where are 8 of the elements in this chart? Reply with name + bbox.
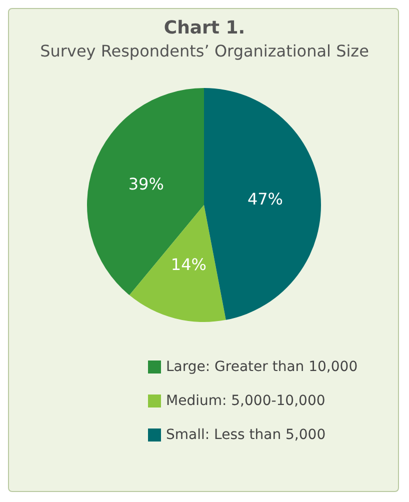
data-label: 47% (247, 190, 284, 209)
chart-title: Chart 1. (164, 18, 246, 38)
legend-label: Medium: 5,000-10,000 (166, 393, 326, 409)
legend-label: Large: Greater than 10,000 (166, 359, 358, 375)
chart-subtitle: Survey Respondents’ Organizational Size (40, 42, 369, 60)
data-label: 39% (128, 174, 164, 194)
legend-label: Small: Less than 5,000 (166, 427, 326, 443)
data-label: 14% (170, 255, 206, 274)
